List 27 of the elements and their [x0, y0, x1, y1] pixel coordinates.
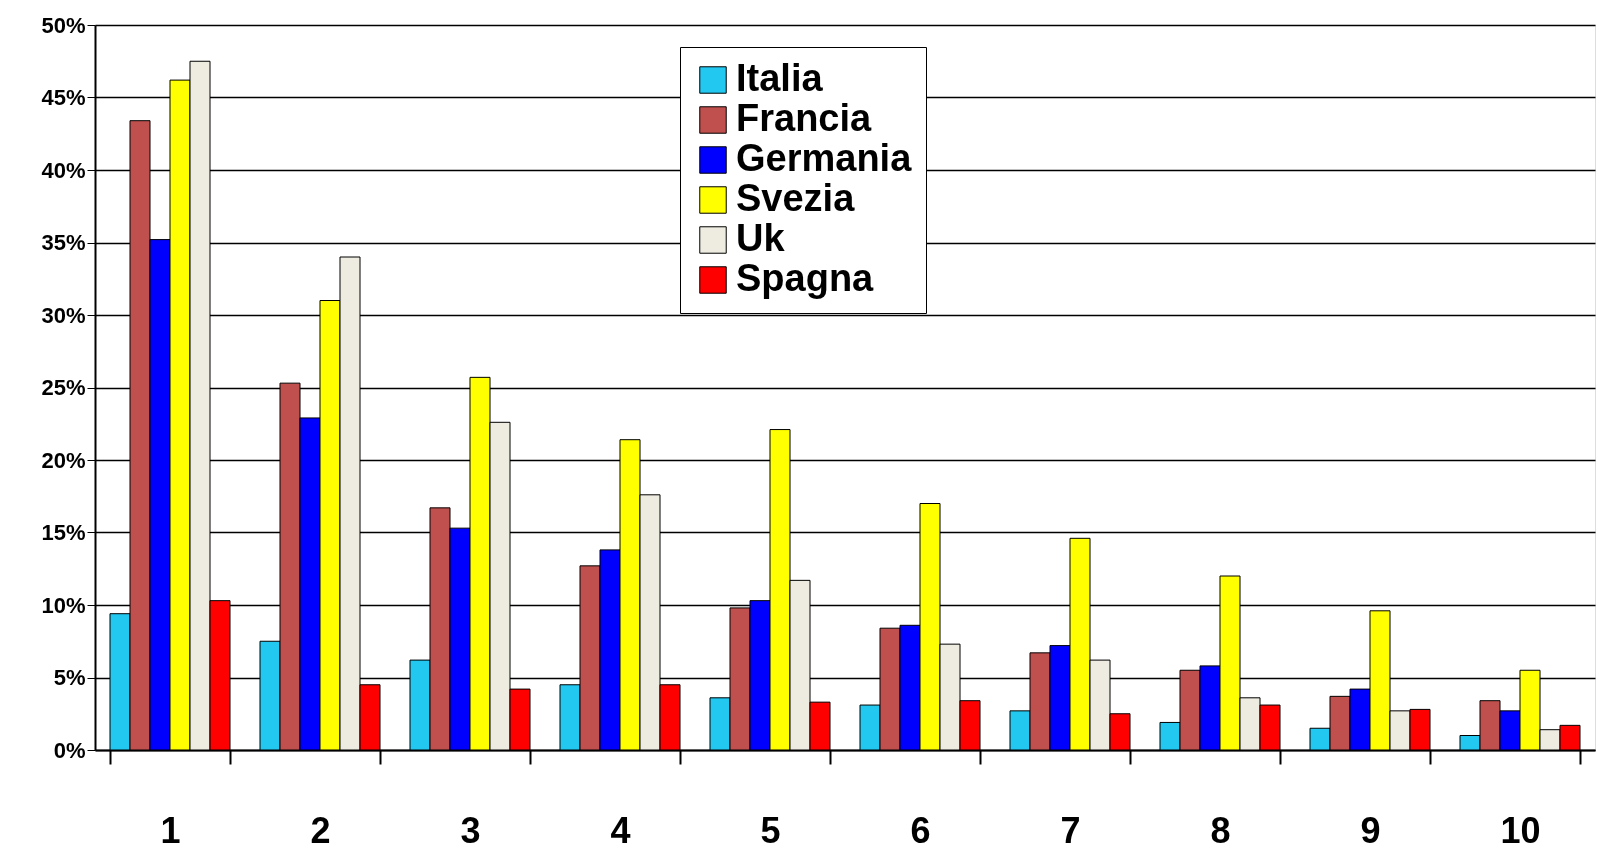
y-tick-label: 45%	[41, 85, 86, 110]
legend-label: Italia	[736, 57, 824, 99]
x-tick-label: 5	[760, 809, 781, 851]
x-tick-label: 10	[1500, 809, 1541, 851]
y-tick-label: 35%	[41, 230, 86, 255]
x-tick-label: 7	[1060, 809, 1081, 851]
y-tick-label: 10%	[41, 592, 86, 618]
y-tick-label: 25%	[41, 375, 86, 400]
y-tick-label: 15%	[41, 520, 86, 545]
legend-label: Spagna	[736, 257, 875, 299]
y-tick-label: 20%	[41, 447, 86, 473]
y-tick-label: 50%	[41, 12, 86, 38]
x-tick-label: 2	[310, 809, 331, 851]
x-tick-label: 1	[160, 809, 181, 851]
y-tick-label: 40%	[41, 157, 86, 183]
x-tick-label: 4	[610, 809, 631, 851]
legend-label: Svezia	[736, 177, 856, 219]
legend-label: Uk	[736, 217, 786, 259]
legend-label: Francia	[736, 97, 873, 139]
x-tick-label: 6	[910, 809, 931, 851]
y-tick-label: 30%	[41, 302, 86, 328]
y-tick-label: 5%	[53, 665, 86, 690]
y-tick-label: 0%	[53, 737, 86, 763]
x-tick-label: 9	[1360, 809, 1381, 851]
x-tick-label: 3	[460, 809, 481, 851]
x-tick-label: 8	[1210, 809, 1231, 851]
legend-label: Germania	[736, 137, 913, 179]
